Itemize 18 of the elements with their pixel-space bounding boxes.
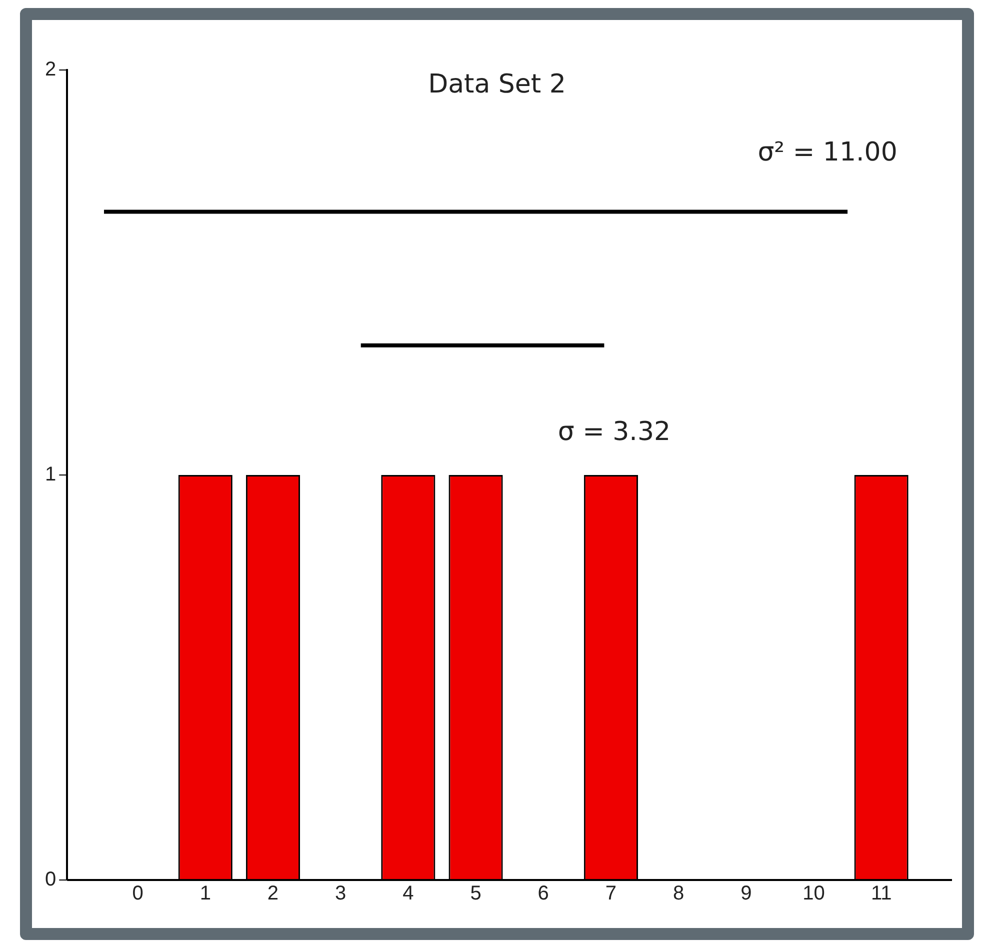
x-tick-label: 0 <box>132 882 144 905</box>
x-tick-label: 2 <box>267 882 279 905</box>
text: σ = 3.32 <box>558 417 671 448</box>
x-tick-label: 9 <box>740 882 752 905</box>
x-tick-label: 10 <box>802 882 825 905</box>
x-tick-label: 1 <box>200 882 211 905</box>
x-tick-label: 11 <box>870 882 892 905</box>
x-tick-label: 6 <box>538 882 549 905</box>
x-tick-label: 3 <box>335 882 346 905</box>
y-tick-label: 1 <box>45 464 56 486</box>
x-tick-label: 5 <box>470 882 482 905</box>
y-tick-label: 0 <box>45 868 56 891</box>
chart-title: Data Set 2 <box>428 69 566 100</box>
x-tick-label: 4 <box>402 882 414 905</box>
x-tick-label: 8 <box>672 882 684 905</box>
y-tick-label: 2 <box>45 58 56 81</box>
series-label: σ² = 11.00 <box>758 138 898 168</box>
x-tick-label: 7 <box>605 882 617 905</box>
